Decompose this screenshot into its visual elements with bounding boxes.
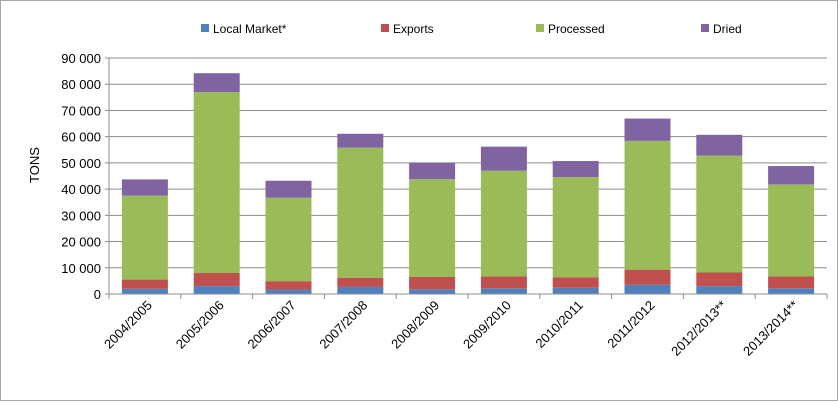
y-tick-label: 20 000 (61, 235, 101, 250)
bar-segment (337, 133, 384, 148)
legend-label: Exports (393, 22, 434, 36)
x-tick-labels: 2004/2005 2005/2006 2006/2007 2007/2008 2008… (101, 298, 801, 359)
y-tick-label: 60 000 (61, 130, 101, 145)
y-tick-label: 70 000 (61, 103, 101, 118)
y-tick-labels: 0 10 000 20 000 30 000 40 000 50 000 60 000 70 … (61, 51, 101, 302)
bar-segment (552, 177, 599, 278)
bar-segment (337, 277, 384, 287)
bar-segment (624, 140, 671, 270)
bar-segment (265, 281, 312, 290)
bar-segment (768, 288, 815, 294)
legend-swatch (201, 24, 209, 32)
y-tick-label: 50 000 (61, 156, 101, 171)
x-tick-label: 2005/2006 (173, 298, 227, 352)
x-tick-label: 2012/2013** (668, 298, 729, 359)
bar-segment (265, 197, 312, 282)
legend-swatch (701, 24, 709, 32)
bar-segment (265, 289, 312, 294)
legend-label: Local Market* (213, 22, 287, 36)
y-tick-label: 80 000 (61, 77, 101, 92)
bar-segment (121, 288, 168, 294)
y-axis-label: TONS (27, 147, 42, 183)
bar-segment (337, 147, 384, 278)
y-tick-label: 90 000 (61, 51, 101, 66)
bar-segment (193, 273, 240, 287)
legend-label: Processed (548, 22, 605, 36)
bar-segment (480, 276, 527, 289)
legend-swatch (536, 24, 544, 32)
bar-segment (121, 279, 168, 289)
x-tick-label: 2013/2014** (740, 298, 801, 359)
bar-segment (265, 180, 312, 198)
x-tick-label: 2010/2011 (532, 298, 585, 351)
bar-segment (193, 286, 240, 294)
legend-label: Dried (713, 22, 742, 36)
bar-segment (121, 179, 168, 196)
legend-swatch (381, 24, 389, 32)
y-tick-label: 30 000 (61, 208, 101, 223)
x-tick-label: 2007/2008 (316, 298, 370, 352)
bar-segment (768, 276, 815, 289)
x-tick-label: 2009/2010 (460, 298, 514, 352)
bar-segment (696, 134, 743, 156)
axes (105, 57, 828, 299)
bar-segment (480, 288, 527, 294)
x-tick-label: 2011/2012 (604, 298, 657, 351)
bar-segment (624, 118, 671, 141)
bar-segment (337, 286, 384, 294)
bar-segment (552, 287, 599, 294)
bar-segment (480, 170, 527, 277)
bar-segment (696, 155, 743, 273)
y-tick-label: 40 000 (61, 182, 101, 197)
bar-segment (409, 276, 456, 290)
bar-segment (696, 272, 743, 287)
bar-segment (409, 162, 456, 180)
bar-segment (193, 73, 240, 93)
y-tick-label: 0 (94, 287, 101, 302)
bar-segment (409, 289, 456, 294)
bar-segment (552, 277, 599, 288)
bar-segment (624, 284, 671, 294)
x-tick-label: 2008/2009 (388, 298, 442, 352)
legend: Local Market* Exports Processed Dried (201, 22, 742, 36)
bar-segment (121, 195, 168, 280)
bar-segment (768, 184, 815, 277)
x-tick-label: 2004/2005 (101, 298, 155, 352)
bar-segment (552, 161, 599, 178)
bar-segment (624, 269, 671, 285)
bar-segment (480, 146, 527, 171)
bar-segment (696, 286, 743, 294)
y-tick-label: 10 000 (61, 261, 101, 276)
bar-segment (768, 166, 815, 185)
x-tick-label: 2006/2007 (245, 298, 299, 352)
bar-segment (409, 179, 456, 277)
bars (121, 73, 815, 294)
bar-segment (193, 92, 240, 274)
